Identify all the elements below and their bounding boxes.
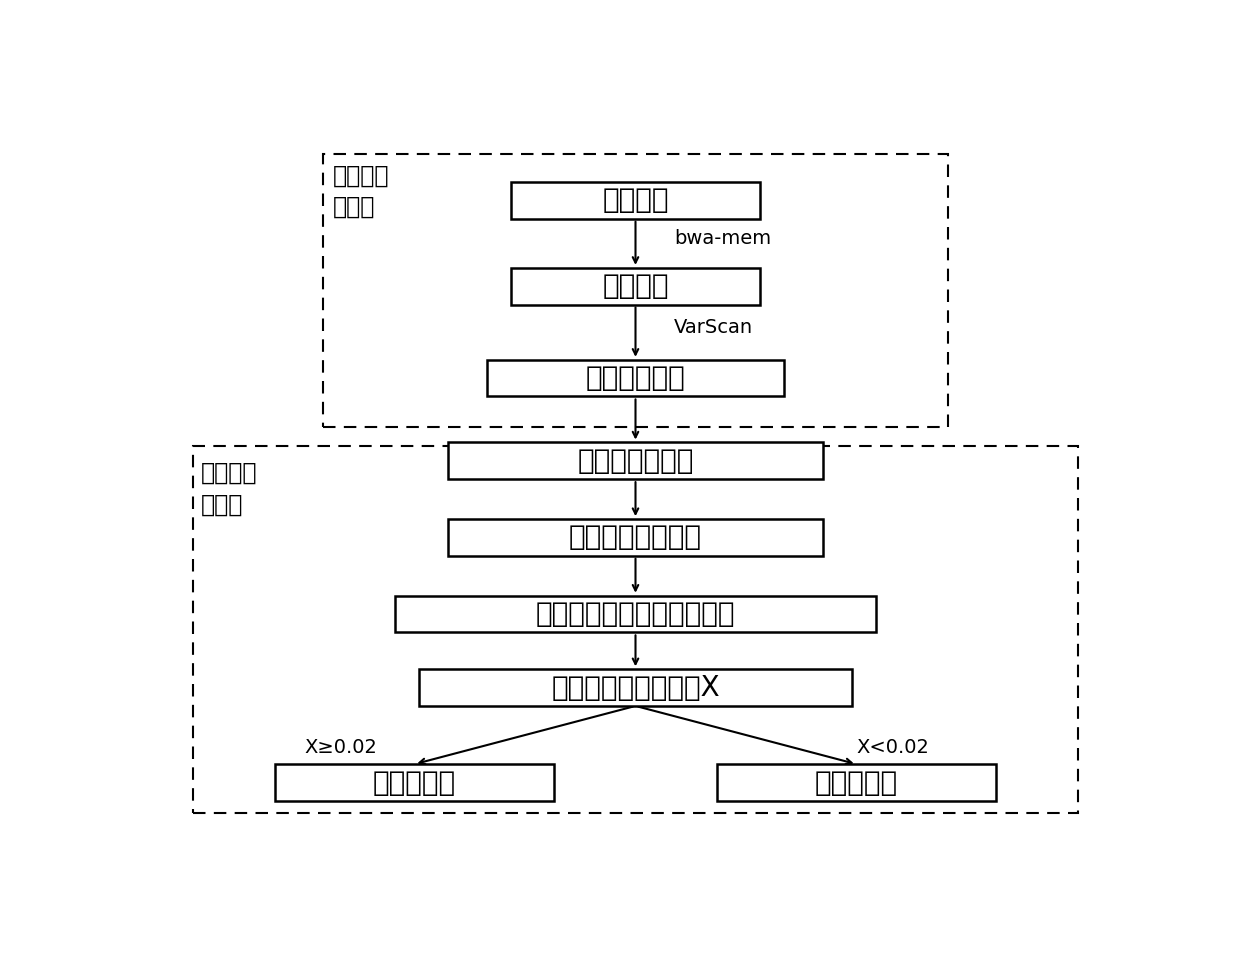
Text: VarScan: VarScan	[675, 318, 753, 337]
Bar	[193, 445, 1078, 814]
Bar	[448, 519, 823, 556]
Bar	[486, 360, 785, 396]
Text: 检测程序
外完成: 检测程序 外完成	[332, 163, 389, 220]
Text: 提取其中纯合位点: 提取其中纯合位点	[569, 523, 702, 551]
Text: X≥0.02: X≥0.02	[304, 737, 377, 756]
Text: 计算纯合位点中的杂合频率: 计算纯合位点中的杂合频率	[536, 600, 735, 628]
Bar	[324, 155, 947, 427]
Text: 比对文件: 比对文件	[603, 272, 668, 300]
Text: 提取已筛选位点: 提取已筛选位点	[578, 447, 693, 475]
Text: 样本未污染: 样本未污染	[815, 769, 898, 796]
Bar	[275, 764, 554, 801]
Bar	[419, 669, 852, 706]
Bar	[717, 764, 996, 801]
Bar	[511, 182, 760, 219]
Text: 检测程序
内完成: 检测程序 内完成	[201, 461, 258, 517]
Text: 变异检出文件: 变异检出文件	[585, 364, 686, 393]
Bar	[396, 596, 875, 632]
Text: 样本已污染: 样本已污染	[373, 769, 456, 796]
Text: 计算杂合频率的均值X: 计算杂合频率的均值X	[552, 673, 719, 702]
Text: bwa-mem: bwa-mem	[675, 229, 771, 248]
Text: 下机数据: 下机数据	[603, 186, 668, 214]
Text: X<0.02: X<0.02	[857, 737, 930, 756]
Bar	[448, 442, 823, 479]
Bar	[511, 267, 760, 305]
